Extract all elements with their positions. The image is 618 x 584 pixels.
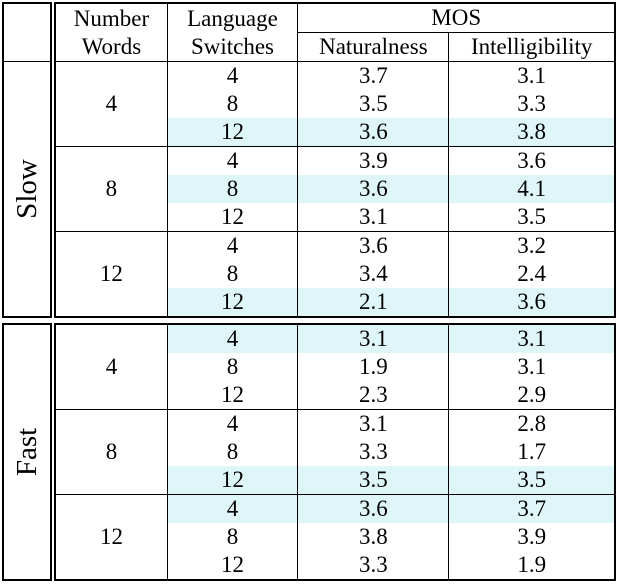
table-row: 8 3.8 3.9: [3, 523, 615, 551]
cell-intelligibility: 3.3: [517, 91, 547, 117]
cell-naturalness: 3.6: [297, 494, 450, 523]
section-label-fast: Fast: [3, 324, 57, 580]
cell-intelligibility: 3.1: [517, 63, 547, 89]
header-naturalness: Naturalness: [297, 32, 450, 62]
cell-intelligibility: 3.1: [517, 354, 547, 380]
cell-language-switches: 12: [167, 551, 299, 580]
cell-number-words: 12: [53, 231, 168, 317]
table-row: 8 4 3.9 3.6: [3, 146, 615, 232]
section-label-text: Fast: [10, 427, 43, 477]
cell-naturalness: 3.1: [297, 409, 450, 438]
cell-naturalness: 3.9: [297, 146, 450, 175]
table-row: 12 4 3.6 3.7: [3, 494, 615, 580]
cell-naturalness: 3.5: [297, 466, 450, 495]
cell-language-switches: 8: [167, 438, 299, 466]
header-language-switches: Language Switches: [167, 3, 299, 62]
cell-language-switches: 8: [167, 523, 299, 551]
cell-language-switches: 4: [167, 61, 299, 90]
table-row: 8 4 3.1 2.8: [3, 409, 615, 495]
cell-language-switches: 8: [167, 353, 299, 381]
cell-intelligibility: 2.9: [517, 382, 547, 408]
cell-intelligibility: 3.5: [448, 466, 615, 495]
cell-number-words: 4: [53, 324, 168, 410]
cell-intelligibility: 2.8: [448, 409, 615, 438]
header-row-top: Number Words Language Switches MOS: [3, 3, 615, 62]
section-label-text: Slow: [10, 159, 43, 219]
cell-intelligibility: 3.9: [517, 524, 547, 550]
cell-intelligibility: 3.2: [448, 231, 615, 260]
cell-intelligibility: 1.9: [517, 552, 547, 578]
cell-intelligibility: 3.7: [448, 494, 615, 523]
table-row: 8 3.4 2.4: [3, 260, 615, 288]
cell-number-words: 4: [53, 61, 168, 147]
cell-language-switches: 8: [167, 175, 299, 203]
table-row: 12 4 3.6 3.2: [3, 231, 615, 317]
cell-naturalness: 3.6: [297, 175, 450, 203]
cell-intelligibility: 3.6: [448, 288, 615, 317]
table-row: 12 3.1 3.5: [3, 203, 615, 232]
table-row: 12 3.5 3.5: [3, 466, 615, 495]
table-row: 8 1.9 3.1: [3, 353, 615, 381]
cell-intelligibility: 4.1: [448, 175, 615, 203]
cell-language-switches: 8: [167, 90, 299, 118]
table-row: 8 3.6 4.1: [3, 175, 615, 203]
cell-language-switches: 4: [167, 324, 299, 353]
cell-naturalness: 3.3: [297, 551, 450, 580]
table-row: 12 2.1 3.6: [3, 288, 615, 317]
cell-naturalness: 2.1: [297, 288, 450, 317]
fast-table: Fast 4 4 3.1 3.1 8 1.9 3.1 12 2.3 2.9 8 …: [2, 323, 616, 581]
slow-table: Number Words Language Switches MOS Natur…: [2, 2, 616, 318]
cell-language-switches: 12: [167, 466, 299, 495]
cell-intelligibility: 1.7: [517, 439, 547, 465]
corner-cell: [3, 3, 57, 62]
cell-intelligibility: 2.4: [517, 261, 547, 287]
cell-language-switches: 8: [167, 260, 299, 288]
header-row-sub: Naturalness Intelligibility: [3, 32, 615, 62]
header-number-words: Number Words: [53, 3, 168, 62]
cell-language-switches: 4: [167, 231, 299, 260]
header-mos: MOS: [297, 3, 615, 33]
cell-naturalness: 3.6: [297, 231, 450, 260]
cell-language-switches: 12: [167, 203, 299, 232]
cell-language-switches: 12: [167, 381, 299, 410]
cell-number-words: 8: [53, 409, 168, 495]
table-row: Slow 4 4 3.7 3.1: [3, 61, 615, 317]
cell-intelligibility: 3.8: [448, 118, 615, 147]
cell-naturalness: 3.4: [297, 260, 450, 288]
cell-naturalness: 3.1: [297, 324, 450, 353]
header-intelligibility: Intelligibility: [448, 32, 615, 62]
cell-naturalness: 3.5: [297, 90, 450, 118]
section-label-slow: Slow: [3, 61, 57, 317]
table-row: 12 3.6 3.8: [3, 118, 615, 147]
cell-number-words: 8: [53, 146, 168, 232]
table-row: 12 3.3 1.9: [3, 551, 615, 580]
cell-intelligibility: 3.1: [448, 324, 615, 353]
cell-naturalness: 1.9: [297, 353, 450, 381]
cell-language-switches: 4: [167, 146, 299, 175]
cell-naturalness: 3.3: [297, 438, 450, 466]
cell-naturalness: 2.3: [297, 381, 450, 410]
cell-number-words: 12: [53, 494, 168, 580]
cell-naturalness: 3.7: [297, 61, 450, 90]
cell-naturalness: 3.1: [297, 203, 450, 232]
table-row: 12 2.3 2.9: [3, 381, 615, 410]
cell-language-switches: 12: [167, 118, 299, 147]
table-row: 8 3.3 1.7: [3, 438, 615, 466]
cell-naturalness: 3.6: [297, 118, 450, 147]
table-row: Fast 4 4 3.1 3.1: [3, 324, 615, 580]
table-row: 8 3.5 3.3: [3, 90, 615, 118]
cell-intelligibility: 3.5: [517, 204, 547, 230]
cell-language-switches: 4: [167, 409, 299, 438]
cell-language-switches: 4: [167, 494, 299, 523]
cell-language-switches: 12: [167, 288, 299, 317]
cell-intelligibility: 3.6: [448, 146, 615, 175]
cell-naturalness: 3.8: [297, 523, 450, 551]
